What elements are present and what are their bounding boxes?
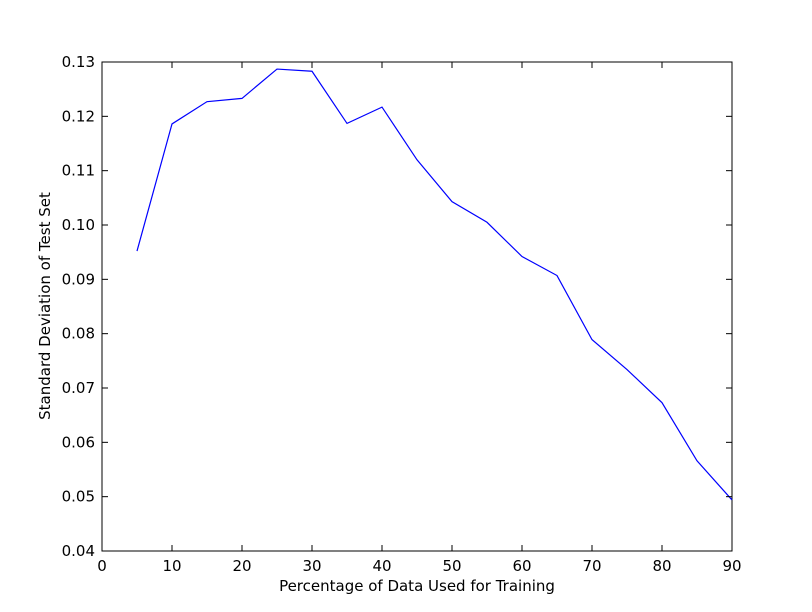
y-tick-label: 0.10 <box>62 216 95 234</box>
x-tick-label: 10 <box>162 557 181 575</box>
y-tick-label: 0.04 <box>62 542 95 560</box>
y-tick-label: 0.09 <box>62 270 95 288</box>
x-tick-label: 90 <box>722 557 741 575</box>
x-tick-label: 0 <box>97 557 107 575</box>
y-tick-label: 0.07 <box>62 379 95 397</box>
x-tick-label: 80 <box>652 557 671 575</box>
y-tick-label: 0.05 <box>62 488 95 506</box>
y-axis-ticks: 0.04 0.05 0.06 0.07 0.08 0.09 0.10 0.11 0.12 0.13 <box>62 53 732 560</box>
y-tick-label: 0.06 <box>62 433 95 451</box>
x-tick-label: 40 <box>372 557 391 575</box>
x-tick-label: 30 <box>302 557 321 575</box>
x-tick-label: 60 <box>512 557 531 575</box>
y-tick-label: 0.11 <box>62 162 95 180</box>
x-axis-label: Percentage of Data Used for Training <box>279 577 555 595</box>
y-tick-label: 0.13 <box>62 53 95 71</box>
plot-area <box>101 61 733 552</box>
x-tick-label: 70 <box>582 557 601 575</box>
plot-frame <box>101 61 733 552</box>
y-tick-label: 0.08 <box>62 325 95 343</box>
x-axis-ticks: 0 10 20 30 40 50 60 70 80 90 <box>97 62 742 575</box>
y-tick-label: 0.12 <box>62 107 95 125</box>
x-tick-label: 20 <box>232 557 251 575</box>
x-tick-label: 50 <box>442 557 461 575</box>
series-line <box>136 68 733 501</box>
y-axis-label: Standard Deviation of Test Set <box>36 192 54 420</box>
